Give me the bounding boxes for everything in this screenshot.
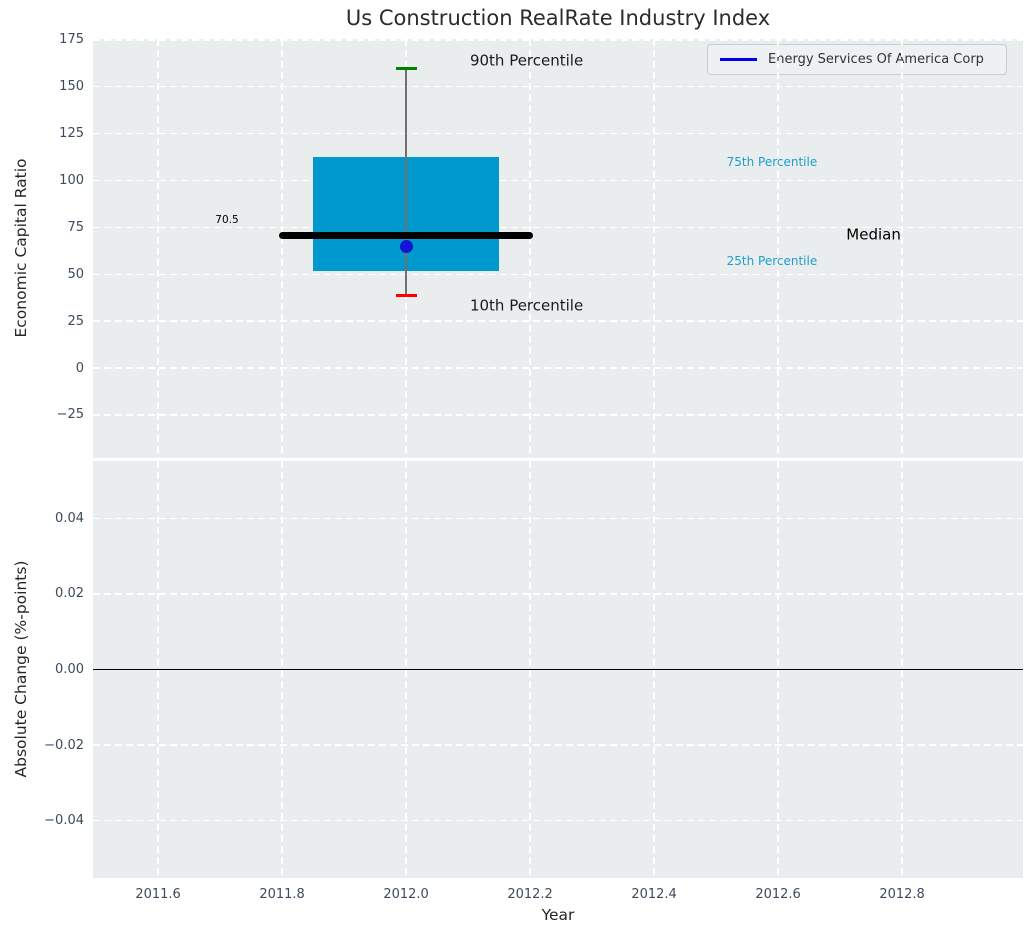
gridline	[93, 593, 1023, 595]
annotation-75th-percentile: 75th Percentile	[726, 154, 818, 169]
y-tick-label: 0.04	[55, 510, 84, 526]
gridline	[93, 320, 1023, 322]
y-tick-label: 100	[59, 173, 84, 189]
y-tick-label: −0.02	[44, 737, 84, 753]
x-tick-label: 2012.2	[507, 887, 553, 902]
x-tick-label: 2011.8	[259, 887, 305, 902]
chart-title: Us Construction RealRate Industry Index	[345, 6, 771, 30]
median-line	[279, 232, 534, 240]
gridline	[93, 132, 1023, 135]
gridline	[93, 414, 1023, 416]
gridline	[529, 39, 531, 458]
gridline	[93, 744, 1023, 746]
x-tick-label: 2011.6	[135, 887, 181, 902]
whisker-line	[405, 68, 407, 296]
gridline	[93, 273, 1023, 275]
y-tick-label: 75	[67, 219, 84, 235]
y-tick-label: 0.02	[55, 586, 84, 602]
company-point	[399, 239, 413, 253]
y-tick-label: −25	[56, 407, 84, 423]
gridline	[93, 819, 1023, 822]
annotation-median: Median	[846, 225, 901, 244]
x-axis-label: Year	[541, 906, 575, 924]
y-tick-label: 50	[67, 266, 84, 282]
x-tick-label: 2012.6	[755, 887, 801, 902]
annotation-70-5: 70.5	[215, 213, 239, 226]
annotation-90th-percentile: 90th Percentile	[469, 51, 584, 70]
gridline	[93, 517, 1023, 520]
gridline	[653, 39, 655, 458]
gridline	[93, 39, 1023, 41]
top-axes	[93, 39, 1023, 458]
x-tick-label: 2012.8	[879, 887, 925, 902]
gridline	[93, 86, 1023, 88]
gridline	[281, 39, 283, 458]
x-tick-label: 2012.4	[631, 887, 677, 902]
gridline	[901, 39, 903, 458]
annotation-10th-percentile: 10th Percentile	[469, 296, 584, 315]
gridline	[777, 39, 779, 458]
gridline	[93, 226, 1023, 229]
legend-label: Energy Services Of America Corp	[768, 52, 984, 67]
y-tick-label: −0.04	[44, 813, 84, 829]
legend-line-sample	[720, 58, 757, 61]
y-tick-label: 175	[59, 32, 84, 48]
whisker-cap-10th	[395, 294, 417, 298]
annotation-25th-percentile: 25th Percentile	[726, 254, 818, 269]
whisker-cap-90th	[395, 67, 417, 71]
y-tick-label: 125	[59, 126, 84, 142]
x-tick-label: 2012.0	[383, 887, 429, 902]
gridline	[93, 367, 1023, 369]
zero-line	[93, 668, 1023, 671]
y-tick-label: 25	[67, 313, 84, 329]
y-tick-label: 0.00	[55, 662, 84, 677]
gridline	[157, 39, 159, 458]
gridline	[93, 179, 1023, 182]
legend: Energy Services Of America Corp	[707, 44, 1007, 75]
y-tick-label: 0	[75, 360, 84, 376]
y-tick-label: 150	[59, 79, 84, 95]
